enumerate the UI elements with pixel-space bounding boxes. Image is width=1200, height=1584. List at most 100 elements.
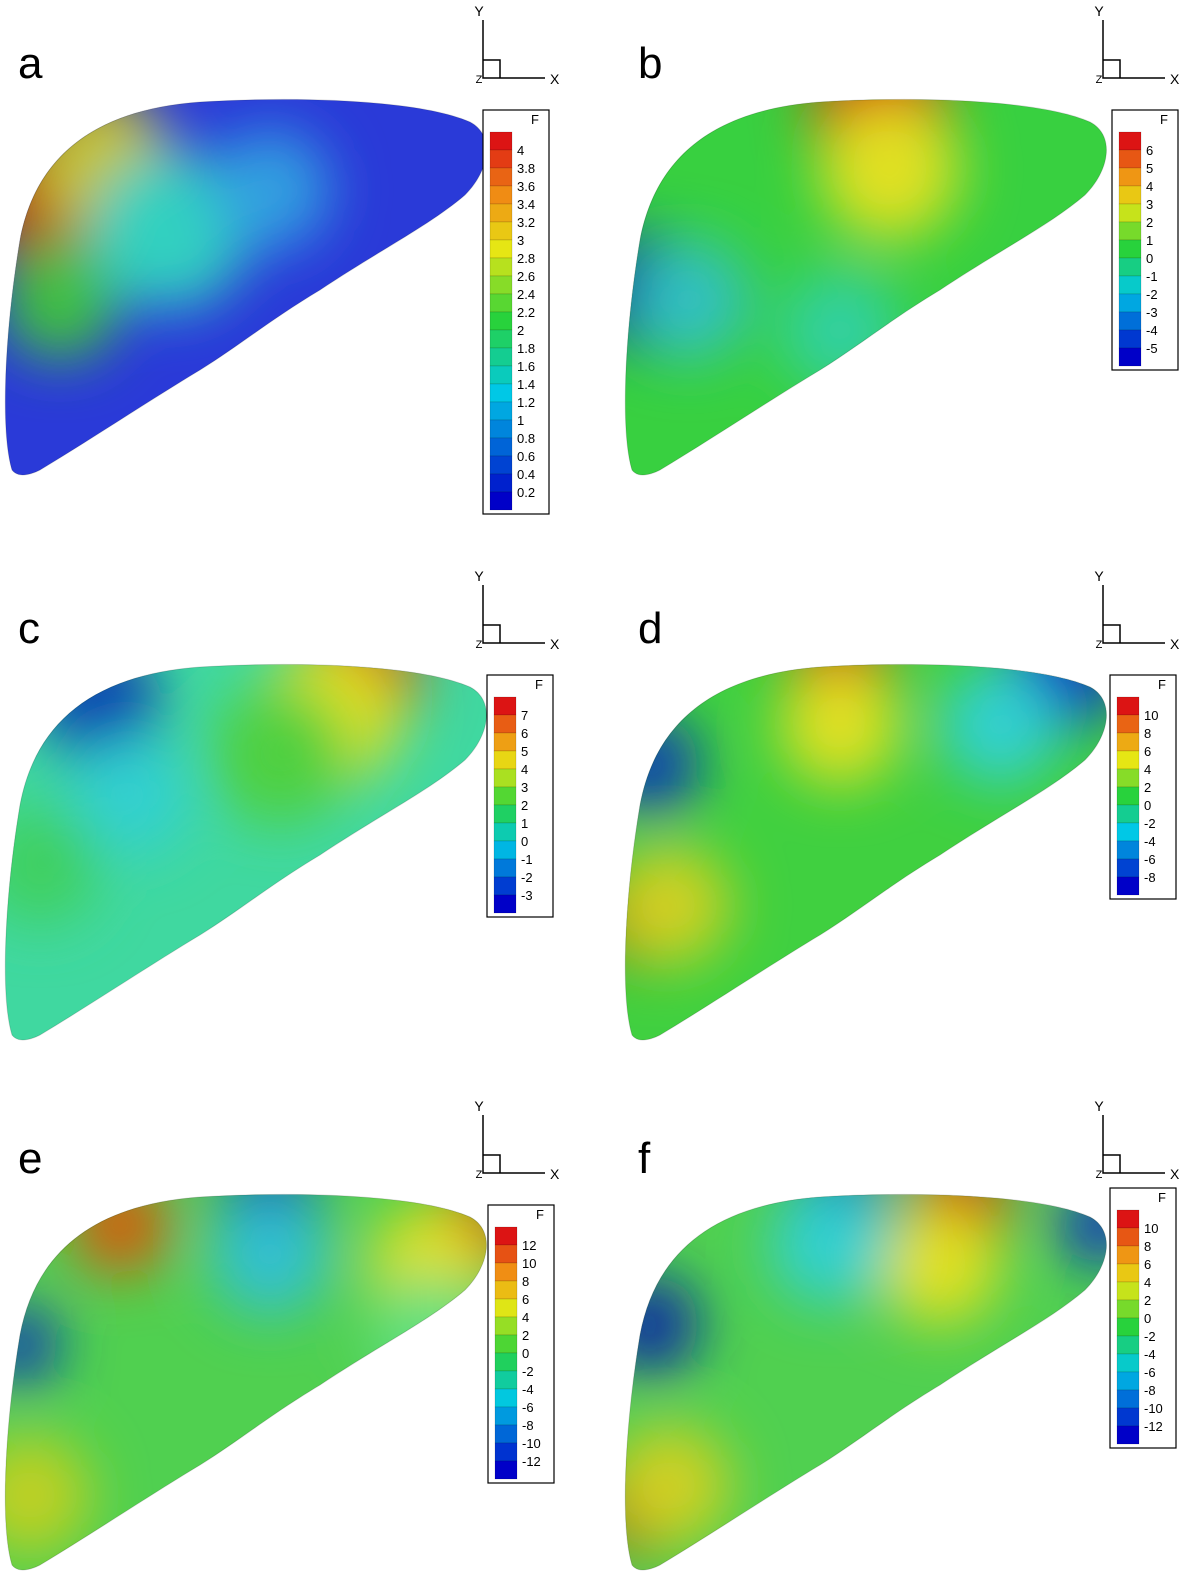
contour-blob <box>625 845 730 965</box>
legend-cell <box>1118 329 1142 349</box>
axis-triad <box>1102 1115 1165 1174</box>
legend-tick-label: 4 <box>1144 762 1151 777</box>
legend-tick-label: -10 <box>522 1436 541 1451</box>
contour-blob <box>880 1205 1000 1325</box>
axis-triad <box>482 20 545 79</box>
legend-tick-label: 2.6 <box>517 269 535 284</box>
legend-tick-label: 10 <box>1144 1221 1158 1236</box>
legend-cell <box>489 293 513 313</box>
legend-tick-label: 1.6 <box>517 359 535 374</box>
legend-tick-label: 3.2 <box>517 215 535 230</box>
legend-tick-label: 6 <box>521 726 528 741</box>
contour-blob <box>70 1194 170 1275</box>
legend-tick-label: 4 <box>1146 179 1153 194</box>
axis-label-x: X <box>550 71 560 87</box>
contour-blob <box>820 100 960 240</box>
legend-cell <box>1116 1371 1140 1391</box>
panel-label: f <box>638 1134 651 1183</box>
legend-tick-label: -12 <box>1144 1419 1163 1434</box>
liver-surface <box>625 99 1107 475</box>
contour-blob <box>5 240 120 360</box>
legend-tick-label: 8 <box>1144 1239 1151 1254</box>
legend-cell <box>1118 203 1142 223</box>
axis-triad <box>482 585 545 644</box>
legend-cell <box>1116 696 1140 716</box>
legend-cell <box>494 1406 518 1426</box>
legend-cell <box>489 311 513 331</box>
axis-label-z: Z <box>1096 639 1103 651</box>
axis-label-y: Y <box>1094 1098 1104 1114</box>
legend-tick-label: 0.6 <box>517 449 535 464</box>
legend-title: F <box>536 1207 544 1222</box>
legend-cell <box>494 1388 518 1408</box>
liver-surface <box>5 99 487 475</box>
legend-tick-label: 2 <box>522 1328 529 1343</box>
legend-cell <box>494 1442 518 1462</box>
legend-tick-label: 0.8 <box>517 431 535 446</box>
contour-blob <box>210 685 350 825</box>
legend-tick-label: 2 <box>521 798 528 813</box>
legend-tick-label: 2 <box>517 323 524 338</box>
legend-cell <box>1116 858 1140 878</box>
panel-label: b <box>638 39 662 88</box>
panel: d Y X Z F 10 8 6 4 2 0 -2 -4 -6 -8 <box>624 568 1180 1041</box>
legend-cell <box>1116 1335 1140 1355</box>
contour-blob <box>940 665 1060 785</box>
legend-cell <box>489 167 513 187</box>
legend-cell <box>1118 185 1142 205</box>
legend-cell <box>1116 1263 1140 1283</box>
legend-cell <box>1116 1227 1140 1247</box>
legend-cell <box>493 804 517 824</box>
legend-cell <box>489 437 513 457</box>
axis-label-y: Y <box>474 568 484 584</box>
legend-cell <box>494 1244 518 1264</box>
axis-label-z: Z <box>476 639 483 651</box>
legend-cell <box>1116 822 1140 842</box>
axis-triad <box>1102 585 1165 644</box>
legend-cell <box>489 455 513 475</box>
legend-tick-label: -6 <box>522 1400 534 1415</box>
legend-cell <box>1116 876 1140 896</box>
legend-tick-label: 3.4 <box>517 197 535 212</box>
legend-title: F <box>1160 112 1168 127</box>
legend-title: F <box>531 112 539 127</box>
legend-cell <box>494 1262 518 1282</box>
legend-tick-label: -1 <box>521 852 533 867</box>
legend-cell <box>493 714 517 734</box>
legend-cell <box>494 1316 518 1336</box>
legend-cell <box>493 696 517 716</box>
contour-blob <box>625 1425 730 1545</box>
axis-label-y: Y <box>1094 3 1104 19</box>
legend-cell <box>494 1280 518 1300</box>
contour-blob <box>5 1435 90 1555</box>
legend-cell <box>1116 1353 1140 1373</box>
legend-cell <box>489 275 513 295</box>
legend-cell <box>1116 804 1140 824</box>
legend-tick-label: 0.2 <box>517 485 535 500</box>
liver-surface <box>625 1194 1107 1570</box>
legend-tick-label: -2 <box>1146 287 1158 302</box>
legend-tick-label: 8 <box>522 1274 529 1289</box>
legend-cell <box>489 419 513 439</box>
legend-cell <box>489 221 513 241</box>
panel: c Y X Z F 7 6 5 4 3 2 1 0 -1 -2 -3 <box>4 568 560 1041</box>
legend-tick-label: 0 <box>1144 798 1151 813</box>
legend-tick-label: 1 <box>1146 233 1153 248</box>
legend-tick-label: -2 <box>521 870 533 885</box>
legend-tick-label: 6 <box>1144 744 1151 759</box>
legend-tick-label: 5 <box>1146 161 1153 176</box>
legend-cell <box>489 131 513 151</box>
legend-cell <box>489 149 513 169</box>
legend-tick-label: -2 <box>522 1364 534 1379</box>
legend-title: F <box>535 677 543 692</box>
contour-field <box>625 99 960 390</box>
legend-tick-label: 5 <box>521 744 528 759</box>
legend-tick-label: 8 <box>1144 726 1151 741</box>
legend-tick-label: 0 <box>522 1346 529 1361</box>
axis-triad <box>482 1115 545 1174</box>
legend-cell <box>494 1226 518 1246</box>
panel-label: c <box>18 604 40 653</box>
contour-blob <box>625 1275 700 1375</box>
legend-tick-label: 2.2 <box>517 305 535 320</box>
legend-cell <box>1116 1389 1140 1409</box>
